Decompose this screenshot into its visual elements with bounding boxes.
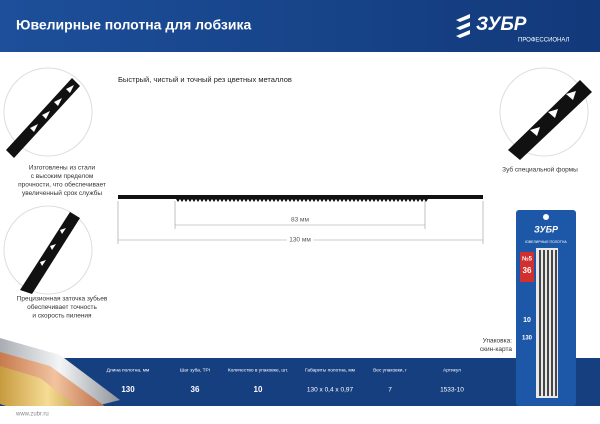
feature-caption: увеличенный срок службы [22,189,102,197]
table-cell: 7 [388,387,392,394]
package-name: ЮВЕЛИРНЫЕ ПОЛОТНА [525,240,567,244]
table-header: Артикул [443,367,461,373]
feature-caption: и скорость пиления [32,313,92,320]
feature-caption: прочности, что обеспечивает [18,181,106,189]
footer-bar [0,406,600,424]
circle-detail [499,67,592,160]
table-header: Шаг зуба, TPI [180,367,210,373]
dimension-inner: 83 мм [291,217,310,224]
feature-caption: обеспечивает точность [27,303,97,311]
table-header: Длина полотна, мм [107,367,150,373]
logo: ЗУБР ПРОФЕССИОНАЛ [456,14,570,44]
table-cell: 36 [191,385,200,394]
dimension-lines [117,201,484,244]
dimension-outer: 130 мм [289,237,311,244]
package-count: 10 [523,317,531,324]
brand: ЗУБР [476,14,527,35]
header-bar [0,0,600,52]
circle-detail [3,67,93,158]
table-header: Вес упаковки, г [373,367,407,373]
feature-caption: с высоким пределом [31,173,94,180]
table-header: Габариты полотна, мм [305,367,355,373]
table-cell: 130 x 0,4 x 0,97 [307,387,354,394]
package-length: 130 [522,336,533,342]
table-header: Количество в упаковке, шт. [228,367,288,373]
feature-caption: Прецизионная заточка зубьев [17,295,108,303]
package-number: №5 [522,256,533,263]
page-title: Ювелирные полотна для лобзика [16,17,251,33]
table-cell: 1533-10 [440,387,464,394]
package-caption: Упаковка: [483,338,513,345]
table-cell: 10 [254,385,263,394]
tagline: Быстрый, чистый и точный рез цветных мет… [118,75,292,84]
blade [118,195,483,202]
package-tpi: 36 [523,266,532,275]
feature-caption: Изготовлены из стали [29,165,96,172]
feature-caption: Зуб специальной формы [502,166,578,174]
brand-sub: ПРОФЕССИОНАЛ [518,38,570,44]
package: ЗУБР ЮВЕЛИРНЫЕ ПОЛОТНА №5 36 10 130 [516,210,576,406]
table-cell: 130 [121,385,135,394]
package-caption: скин-карта [480,346,512,353]
footer-url: www.zubr.ru [15,412,49,418]
circle-detail [3,205,93,295]
package-brand: ЗУБР [534,224,559,234]
